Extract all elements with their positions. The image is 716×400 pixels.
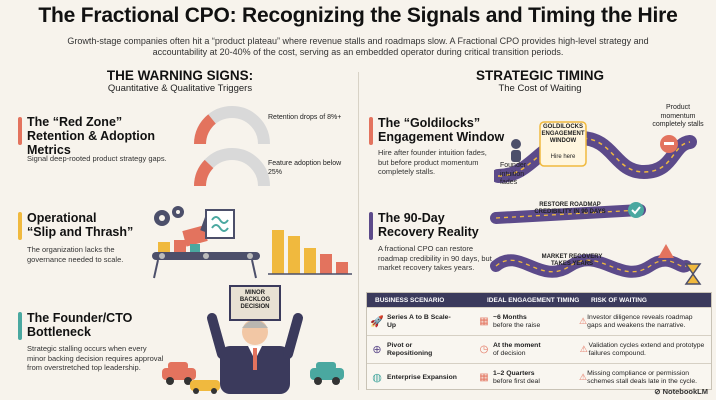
scenario-cell: Pivot or Repositioning [387,341,433,357]
page-title: The Fractional CPO: Recognizing the Sign… [38,4,678,27]
rocket-icon: 🚀 [370,316,384,328]
goldilocks-accent-bar [369,117,373,145]
recovery-roads-illustration [490,202,702,285]
slip-thrash-illustration [152,206,352,279]
hire-here-label: Hire here [550,154,576,160]
table-header-scenario: BUSINESS SCENARIO [375,296,445,304]
goldilocks-title: The “Goldilocks” Engagement Window [378,116,505,144]
table-header: BUSINESS SCENARIO IDEAL ENGAGEMENT TIMIN… [367,293,711,307]
goldilocks-road-illustration [494,121,697,183]
operational-accent-bar [18,212,22,240]
red-zone-body: Signal deep-rooted product strategy gaps… [27,154,167,163]
compass-icon: ⊕ [372,344,382,356]
scenario-cell: Series A to B Scale-Up [387,313,451,329]
retention-label: Retention drops of 8%+ [268,114,342,121]
momentum-stalls-label: Product momentum completely stalls [652,104,704,128]
timing-cell: of decision [493,349,526,357]
goldilocks-window-label: GOLDILOCKS ENGAGEMENT WINDOW [541,124,585,144]
page-subtitle: Growth-stage companies often hit a “prod… [67,36,649,57]
timing-bold-cell: 1–2 Quarters [493,369,535,377]
table-row: ⊕ Pivot or Repositioning ◷ At the moment… [367,335,711,363]
market-recovery-label: MARKET RECOVERY TAKES YEARS [541,254,603,267]
warning-icon: ⚠ [579,344,588,354]
adoption-gauge [194,148,270,187]
timing-table: BUSINESS SCENARIO IDEAL ENGAGEMENT TIMIN… [366,292,712,390]
warning-icon: ⚠ [579,316,588,326]
calendar-icon: ▦ [479,316,489,327]
timing-bold-cell: ~6 Months [493,313,527,321]
operational-title: Operational “Slip and Thrash” [27,211,134,239]
clock-icon: ◷ [479,344,489,355]
timing-cell: before the raise [493,321,541,329]
table-row: 🚀 Series A to B Scale-Up ▦ ~6 Months befo… [367,307,711,335]
founder-intuition-label: Founder intuition fades [500,162,527,186]
adoption-label: Feature adoption below 25% [268,160,342,176]
notebooklm-logo: ⊘ NotebookLM [654,387,708,396]
founder-bottleneck-illustration [162,285,344,394]
founder-body: Strategic stalling occurs when every min… [27,344,164,372]
warning-signs-heading: THE WARNING SIGNS: [106,68,254,83]
red-zone-title: The “Red Zone” Retention & Adoption Metr… [27,115,155,157]
recovery-accent-bar [369,212,373,240]
founder-accent-bar [18,312,22,340]
timing-cell: before first deal [493,377,540,385]
footer-text: NotebookLM [662,387,708,396]
risk-cell: Investor diligence reveals roadmap gaps … [587,313,693,329]
recovery-title: The 90-Day Recovery Reality [378,211,479,239]
risk-cell: Missing compliance or permission schemes… [587,369,698,385]
retention-gauge [193,106,270,145]
warning-icon: ⚠ [579,372,588,382]
restore-credibility-label: RESTORE ROADMAP CREDIBILITY IN 90 DAYS [534,202,606,215]
table-row: ◍ Enterprise Expansion ▦ 1–2 Quarters bef… [367,363,711,391]
logo-icon: ⊘ [654,387,663,396]
operational-body: The organization lacks the governance ne… [27,245,124,264]
warning-signs-subheading: Quantitative & Qualitative Triggers [107,83,253,94]
red-zone-accent-bar [18,117,22,145]
column-divider [358,72,359,390]
globe-icon: ◍ [372,372,382,384]
goldilocks-body: Hire after founder intuition fades, but … [378,148,487,176]
timing-bold-cell: At the moment [493,341,541,349]
strategic-timing-heading: STRATEGIC TIMING [476,68,604,83]
risk-cell: Validation cycles extend and prototype f… [588,341,705,357]
table-header-timing: IDEAL ENGAGEMENT TIMING [487,296,580,304]
recovery-body: A fractional CPO can restore roadmap cre… [378,244,492,272]
scenario-cell: Enterprise Expansion [387,373,457,381]
backlog-sign-text: MINOR BACKLOG DECISION [239,290,271,310]
table-header-risk: RISK OF WAITING [591,296,647,304]
calendar-icon: ▦ [479,372,489,383]
strategic-timing-subheading: The Cost of Waiting [498,83,582,94]
founder-title: The Founder/CTO Bottleneck [27,311,133,339]
